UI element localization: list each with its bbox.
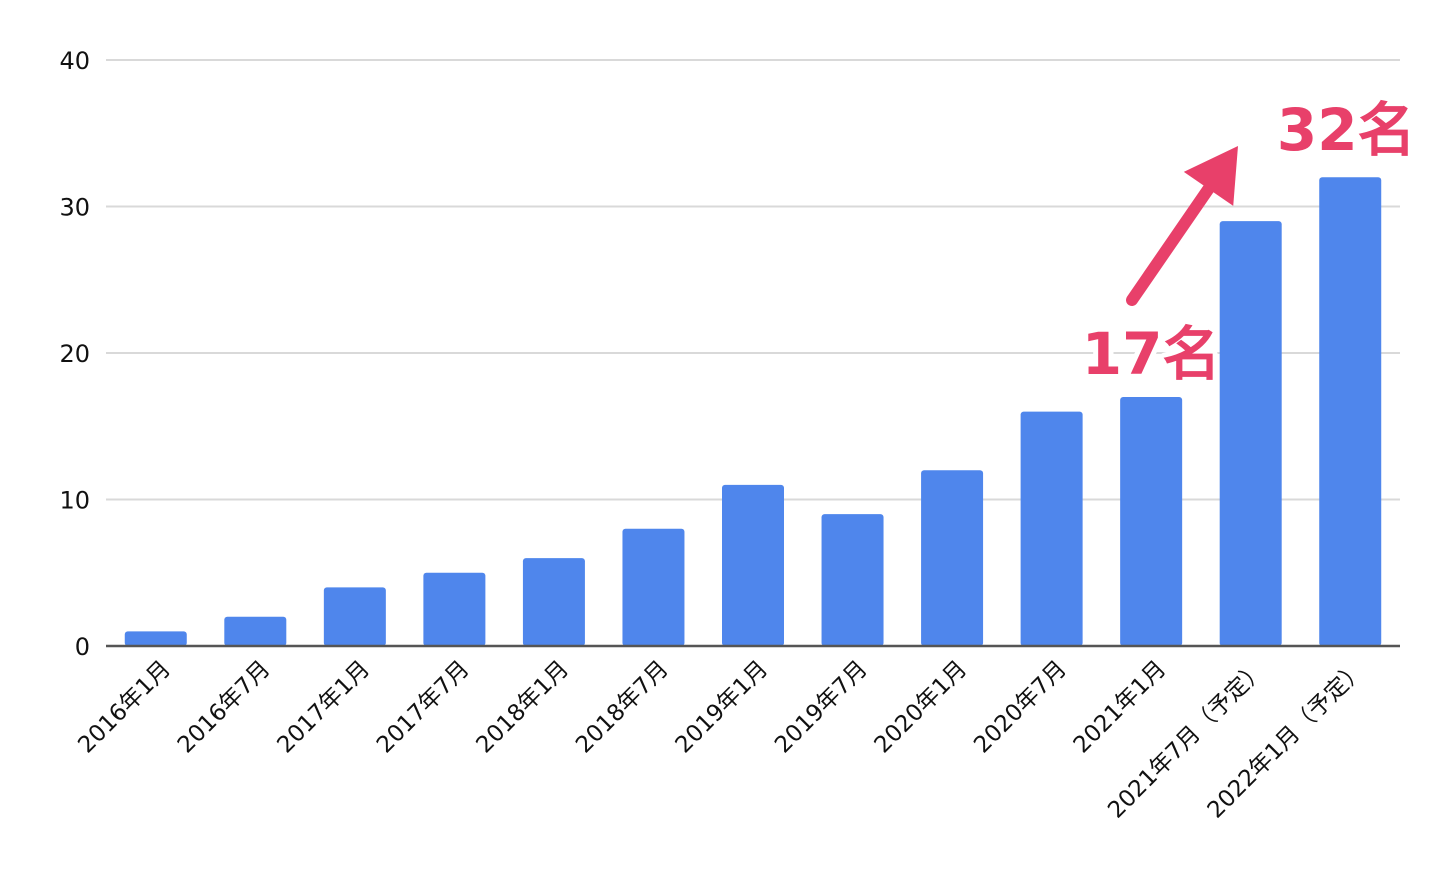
bar <box>323 587 386 646</box>
annotations: 17名 32名 <box>1077 91 1421 393</box>
bar <box>622 528 685 646</box>
x-tick-label: 2020年1月 <box>870 656 973 759</box>
y-axis-ticks: 0 10 20 30 40 <box>59 47 90 661</box>
bar <box>1319 177 1382 646</box>
annotation-label: 32名 <box>1277 96 1416 164</box>
bar <box>821 514 884 646</box>
annotation-label: 17名 <box>1082 320 1221 388</box>
y-tick-label: 40 <box>59 47 90 75</box>
x-tick-label: 2016年7月 <box>173 656 276 759</box>
x-tick-label: 2016年1月 <box>73 656 176 759</box>
bar <box>224 616 287 646</box>
y-tick-label: 0 <box>75 633 90 661</box>
bar <box>921 470 984 646</box>
y-tick-label: 20 <box>59 340 90 368</box>
bars <box>124 177 1382 646</box>
y-tick-label: 10 <box>59 487 90 515</box>
x-tick-label: 2017年7月 <box>372 656 475 759</box>
bar <box>522 558 585 646</box>
bar <box>1020 411 1083 646</box>
gridlines <box>106 59 1400 501</box>
y-tick-label: 30 <box>59 194 90 222</box>
x-tick-label: 2018年7月 <box>571 656 674 759</box>
arrow-shaft <box>1126 182 1215 306</box>
bar <box>1219 221 1282 646</box>
bar <box>124 631 187 646</box>
x-axis-labels: 2016年1月2016年7月2017年1月2017年7月2018年1月2018年… <box>73 656 1370 824</box>
x-tick-label: 2017年1月 <box>272 656 375 759</box>
bar <box>722 484 784 646</box>
x-tick-label: 2021年1月 <box>1069 656 1172 759</box>
bar <box>423 572 486 646</box>
x-tick-label: 2019年7月 <box>770 656 873 759</box>
x-tick-label: 2020年7月 <box>969 656 1072 759</box>
x-tick-label: 2018年1月 <box>472 656 575 759</box>
bar <box>1120 396 1183 646</box>
x-tick-label: 2019年1月 <box>671 656 774 759</box>
arrow-head <box>1183 146 1238 206</box>
